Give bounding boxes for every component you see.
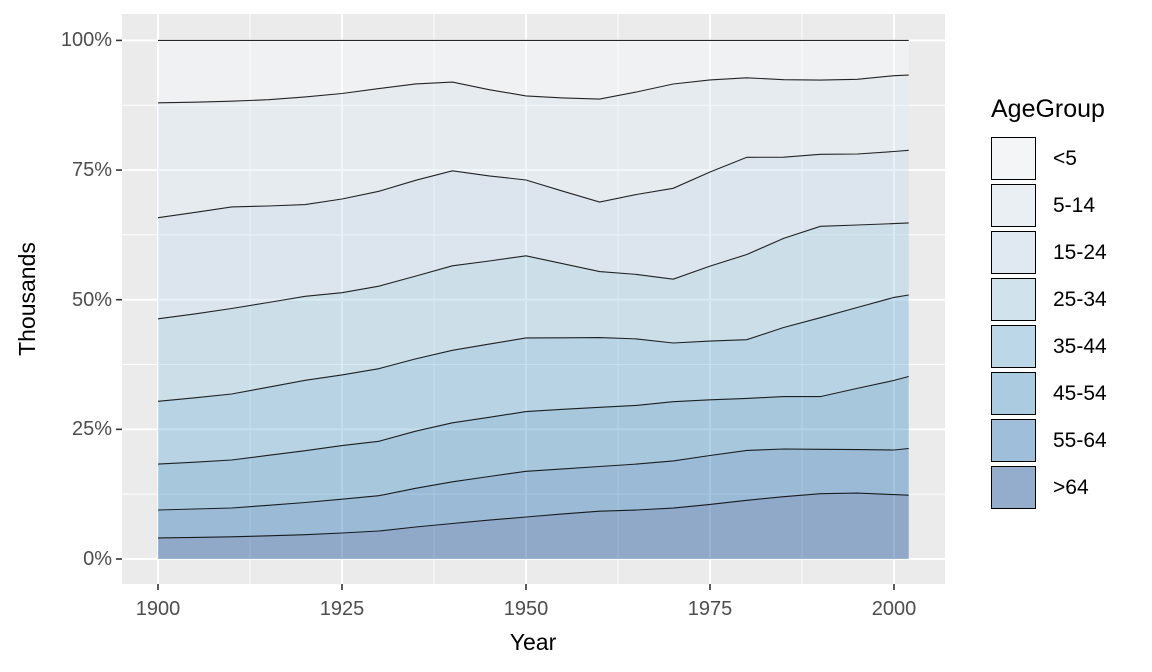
y-tick-label-25%: 25% xyxy=(71,418,112,441)
area-band-35-44 xyxy=(158,295,909,465)
legend-item-label: 25-34 xyxy=(1053,288,1107,311)
legend-item-35-44: 35-44 xyxy=(991,325,1107,368)
x-tick-label-1950: 1950 xyxy=(503,598,549,620)
legend-key-fill xyxy=(992,467,1035,508)
legend-items: <5 5-14 15-24 25-34 35-44 45-54 55-64 >64 xyxy=(991,137,1107,509)
legend-item-15-24: 15-24 xyxy=(991,231,1107,274)
y-tick-label-50%: 50% xyxy=(71,288,112,311)
band-outline-15-24 xyxy=(157,149,909,219)
legend: AgeGroup <5 5-14 15-24 25-34 35-44 45-54 55-64… xyxy=(991,95,1107,513)
legend-key-swatch xyxy=(991,231,1036,274)
legend-key-fill xyxy=(992,138,1035,179)
legend-key-fill xyxy=(992,326,1035,367)
area-band-25-34 xyxy=(158,222,909,402)
legend-key-fill xyxy=(992,279,1035,320)
legend-key-swatch xyxy=(991,278,1036,321)
legend-key-swatch xyxy=(991,419,1036,462)
band-outline-35-44 xyxy=(157,294,909,402)
legend-item-25-34: 25-34 xyxy=(991,278,1107,321)
area-band-15-24 xyxy=(158,150,909,319)
legend-key-fill xyxy=(992,420,1035,461)
legend-item-45-54: 45-54 xyxy=(991,372,1107,415)
legend-key-swatch xyxy=(991,184,1036,227)
legend-key-fill xyxy=(992,185,1035,226)
band-outline->64 xyxy=(157,492,909,539)
legend-key-swatch xyxy=(991,466,1036,509)
legend-item-label: >64 xyxy=(1053,476,1089,499)
x-tick-label-2000: 2000 xyxy=(871,598,917,620)
legend-item-label: 5-14 xyxy=(1053,194,1096,217)
legend-item->64: >64 xyxy=(991,466,1107,509)
legend-item-55-64: 55-64 xyxy=(991,419,1107,462)
legend-key-fill xyxy=(992,373,1035,414)
x-tick-label-1925: 1925 xyxy=(319,598,365,620)
legend-item-label: 55-64 xyxy=(1053,429,1107,452)
area-band->64 xyxy=(158,493,909,559)
area-band-<5 xyxy=(158,40,909,103)
area-band-5-14 xyxy=(158,75,909,218)
band-outline-25-34 xyxy=(157,222,909,320)
legend-item-label: <5 xyxy=(1053,147,1077,170)
x-tick-label-1975: 1975 xyxy=(687,598,733,620)
legend-key-swatch xyxy=(991,325,1036,368)
legend-item-label: 45-54 xyxy=(1053,382,1107,405)
area-band-45-54 xyxy=(158,376,909,510)
x-axis-title: Year xyxy=(509,629,557,655)
legend-item-<5: <5 xyxy=(991,137,1107,180)
legend-item-5-14: 5-14 xyxy=(991,184,1107,227)
y-tick-label-0%: 0% xyxy=(83,548,112,570)
legend-key-swatch xyxy=(991,372,1036,415)
legend-title: AgeGroup xyxy=(991,95,1105,123)
y-tick-label-100%: 100% xyxy=(60,29,112,52)
legend-item-label: 35-44 xyxy=(1053,335,1107,358)
band-outline-45-54 xyxy=(157,375,909,465)
x-tick-label-1900: 1900 xyxy=(135,598,181,620)
legend-key-fill xyxy=(992,232,1035,273)
y-axis-title: Thousands xyxy=(14,242,40,356)
band-outline-55-64 xyxy=(157,447,909,511)
area-band-55-64 xyxy=(158,448,909,538)
legend-key-swatch xyxy=(991,137,1036,180)
y-tick-label-75%: 75% xyxy=(71,159,112,182)
legend-item-label: 15-24 xyxy=(1053,241,1107,264)
band-outline-5-14 xyxy=(157,74,909,104)
